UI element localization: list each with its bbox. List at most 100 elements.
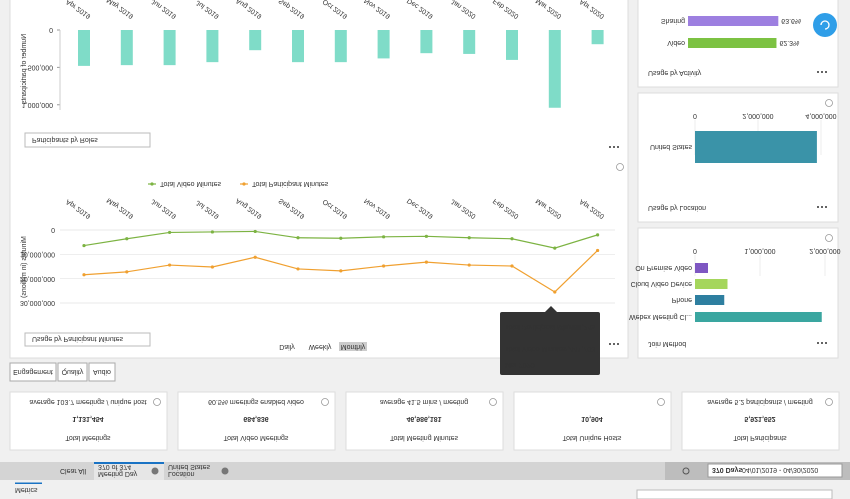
bar [206,30,219,63]
granularity-option[interactable]: Monthly [341,343,366,350]
card-value: 10,904 [581,415,603,422]
tooltip-title: Mar 2020 [505,361,535,368]
chip-value: United States [168,463,211,470]
line-point [424,260,428,264]
bar [506,30,518,60]
dropdown-title: Usage by Participant Minutes [32,335,124,342]
menu-dot [817,206,819,208]
card-value: 684,836 [243,415,268,422]
x-tick-label: 4,000,000 [805,112,836,119]
card-note: average 41.5 mins / meeting [380,398,468,405]
tab-label: Quality [62,368,84,375]
bar [249,30,262,51]
category-label: United States [650,143,693,150]
y-tick-label: 1,000,000 [22,101,53,108]
menu-dot [821,342,823,344]
refresh-button[interactable] [813,13,837,37]
line-point [296,267,300,271]
line-point [467,236,471,240]
value-label: 62.3% [779,39,799,46]
legend-label: Total Video Minutes [160,180,221,187]
line-point [424,234,428,238]
clear-all[interactable]: Clear All [60,467,87,474]
dropdown[interactable] [24,332,151,347]
value-label: 63.6% [781,17,801,24]
line-point [467,263,471,267]
tab[interactable] [9,362,57,382]
category-label: Webex Meeting Cl... [629,313,692,320]
card-title: Total Meetings [65,434,111,441]
category-label: Phone [672,296,692,303]
hbar [688,16,779,26]
bar [463,30,476,54]
category-label: On Premise Video [635,264,692,271]
card-title: Join Method [648,340,686,347]
hbar [695,295,725,305]
menu-dot [821,206,823,208]
card-title: Total Meeting Minutes [390,434,459,441]
menu-dot [817,342,819,344]
menu-dot [617,146,619,148]
line-point [82,273,86,277]
menu-dot [825,71,827,73]
line-point [382,235,386,239]
x-tick-label: 0 [693,112,697,119]
card-note: 60.5% meetings enabled video [208,398,304,405]
metric-card [9,391,168,451]
metric-card [345,391,504,451]
metric-card [513,391,672,451]
line-point [510,237,514,241]
hbar [695,312,822,322]
y-tick-label: 30,000,000 [20,299,55,306]
line-point [210,265,214,269]
chip-close[interactable] [221,467,229,475]
tab[interactable] [88,362,116,382]
card-note: average 5.2 participants / meeting [707,398,813,405]
category-label: Sharing [661,17,685,24]
chip-meeting-day[interactable] [94,462,164,480]
bar [420,30,433,54]
card-title: Total Participants [733,434,787,441]
category-label: Cloud Video Device [631,280,692,287]
menu-dot [613,146,615,148]
metric-card [177,391,336,451]
line-point [210,230,214,234]
chip-close[interactable] [151,467,159,475]
tab-label: Audio [93,368,111,375]
bar [591,30,604,45]
date-box[interactable] [707,463,843,478]
tooltip-label: Total Participant Minutes [505,323,582,330]
tooltip-value: 7,441,703 [564,345,595,352]
granularity-selected [339,342,367,351]
dropdown[interactable] [24,132,151,148]
days: 370 Days [712,466,742,473]
card-note: average 103.7 meetings / unique host [29,398,146,405]
y-axis-title: Minutes (in millions) [21,236,28,298]
info-icon [825,99,833,107]
granularity-option[interactable]: Daily [279,343,295,350]
bar [163,30,176,66]
chip-label: Location [168,470,195,477]
line-point [125,270,129,274]
menu-dot [609,343,611,345]
bar [78,30,90,66]
line-point [168,230,172,235]
menu-dot [825,206,827,208]
menu-dot [613,343,615,345]
line-point [125,237,129,241]
line-point [382,264,386,268]
line-point [253,229,257,234]
bar [292,30,304,63]
chip-label: Meeting Day [98,470,138,477]
search-icon [682,467,690,475]
tooltip-pointer [545,306,557,312]
granularity-option[interactable]: Weekly [309,343,332,350]
chip-value: 370 of 374 [98,463,131,470]
tab[interactable] [57,362,88,382]
line-point [339,269,343,273]
card-title: Usage by Activity [648,69,702,76]
hbar [695,131,817,163]
legend-label: Total Participant Minutes [252,180,329,187]
line-point [596,248,600,253]
